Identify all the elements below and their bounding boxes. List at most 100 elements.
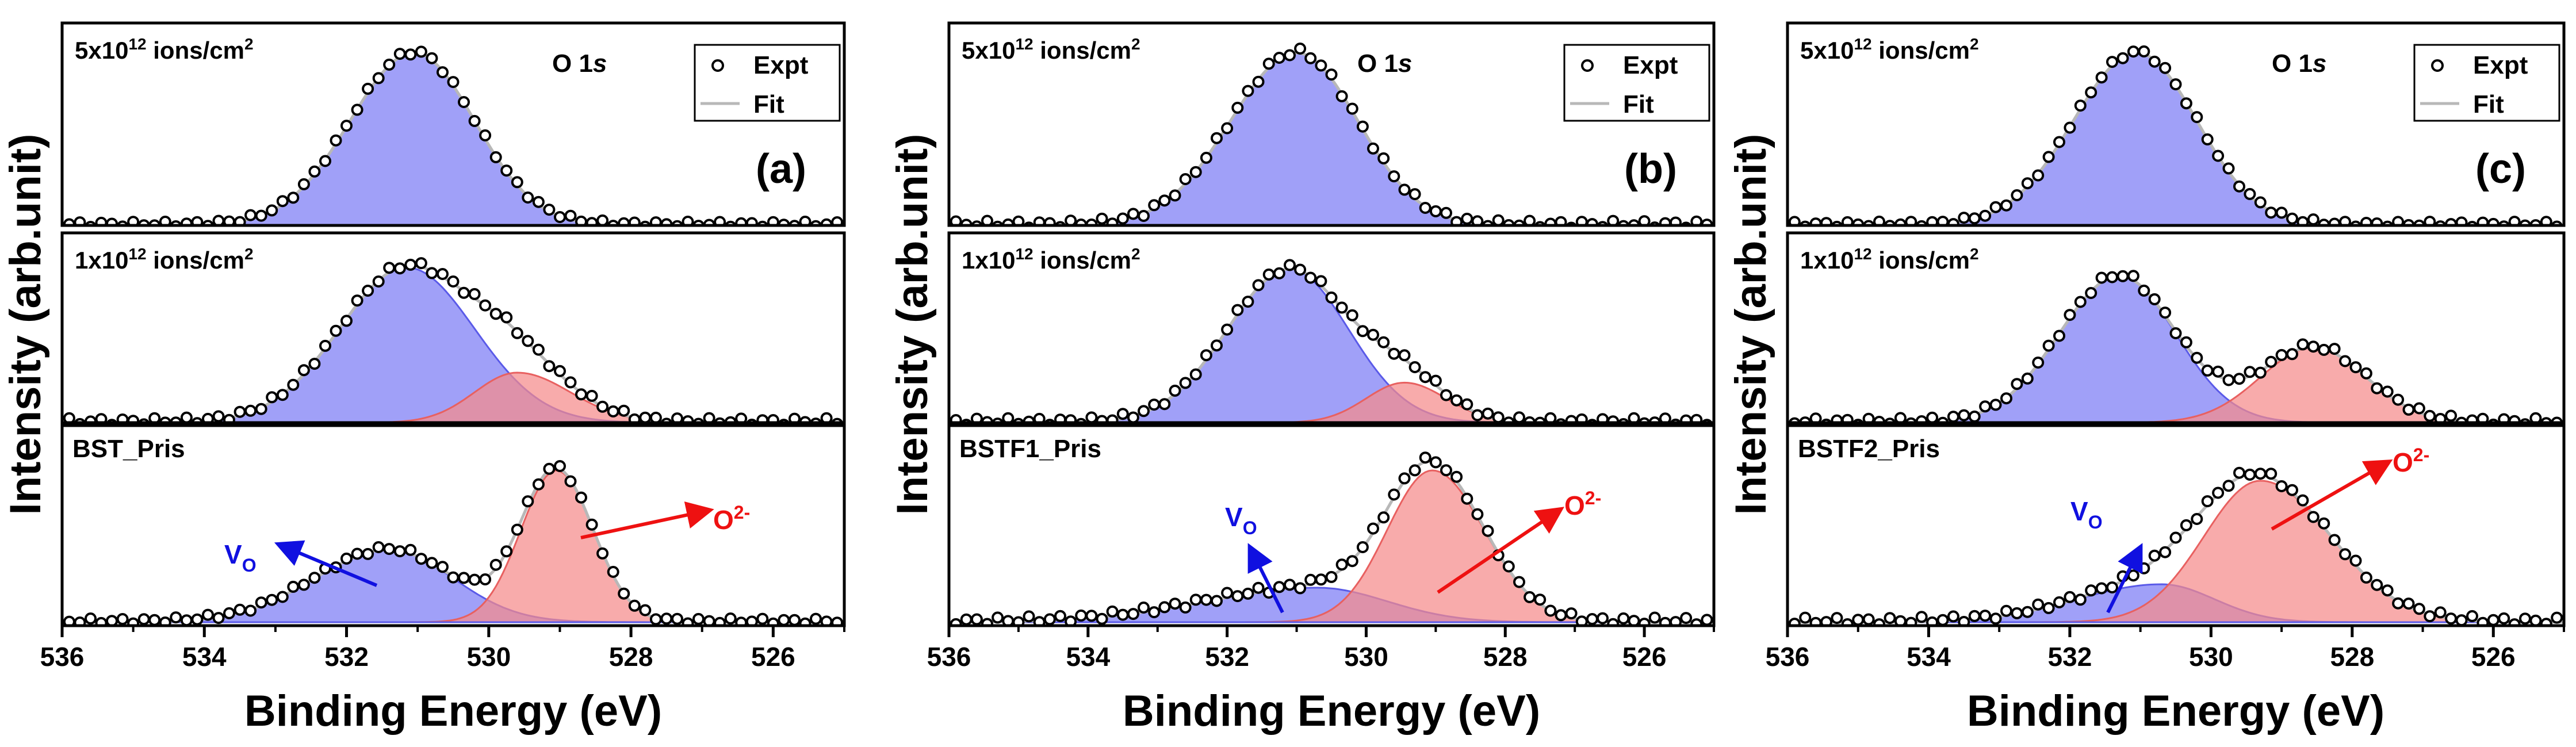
expt-point <box>148 412 161 423</box>
expt-point <box>1398 183 1411 196</box>
expt-point <box>1221 323 1234 336</box>
expt-point <box>2064 591 2076 603</box>
legend-expt-marker <box>2431 59 2444 72</box>
expt-point <box>1471 508 1484 520</box>
expt-point <box>2127 270 2139 282</box>
expt-point <box>511 523 523 536</box>
expt-point <box>1926 411 1939 423</box>
vo-arrow <box>274 540 378 587</box>
expt-point <box>1575 615 1588 626</box>
expt-point <box>543 204 556 216</box>
expt-point <box>372 72 385 85</box>
stack-frame <box>947 21 1716 227</box>
expt-point <box>1461 398 1473 411</box>
expt-point <box>244 404 257 417</box>
x-tick-label: 526 <box>2471 642 2516 672</box>
expt-point <box>2233 466 2245 479</box>
expt-point <box>2381 385 2394 398</box>
expt-point <box>1461 212 1473 225</box>
expt-point <box>1033 412 1046 423</box>
expt-point <box>2286 212 2298 225</box>
expt-point <box>1106 605 1119 618</box>
expt-point <box>1346 309 1358 321</box>
expt-point <box>1356 120 1369 133</box>
expt-point <box>1127 411 1139 423</box>
expt-point <box>554 460 566 472</box>
vo-component-peak <box>1787 275 2564 423</box>
expt-point <box>1169 189 1181 202</box>
expt-point <box>789 614 801 626</box>
expt-point <box>1461 492 1473 505</box>
legend-box <box>694 44 841 122</box>
expt-point <box>960 613 973 626</box>
expt-point <box>1979 209 1992 222</box>
expt-point <box>2371 217 2383 225</box>
expt-point <box>2402 597 2415 610</box>
expt-point <box>1690 413 1703 423</box>
expt-point <box>1429 374 1442 387</box>
legend-expt-label: Expt <box>753 51 809 79</box>
expt-point <box>1116 608 1129 621</box>
expt-point <box>2328 534 2341 546</box>
expt-point <box>2265 355 2278 368</box>
expt-point <box>2011 378 2023 390</box>
expt-point <box>468 114 481 127</box>
expt-point <box>1242 85 1254 97</box>
expt-point <box>1936 614 1949 626</box>
expt-point <box>1356 541 1369 553</box>
expt-point <box>2477 616 2489 626</box>
expt-point <box>2498 612 2510 625</box>
expt-point <box>735 412 748 423</box>
expt-point <box>1968 212 1981 225</box>
spectrum-stack-2: 1x1012 ions/cm2 <box>947 231 1716 424</box>
expt-point <box>2360 367 2372 380</box>
expt-point <box>2529 412 2542 423</box>
expt-point <box>2064 309 2076 321</box>
expt-point <box>2000 604 2012 617</box>
expt-point <box>1419 371 1431 384</box>
expt-point <box>500 311 513 324</box>
expt-point <box>1054 221 1066 225</box>
x-tick-label: 536 <box>1766 642 1810 672</box>
expt-point <box>585 389 598 402</box>
o2-label: O2- <box>2393 445 2429 477</box>
expt-point <box>981 618 993 626</box>
x-tick-label: 530 <box>2189 642 2233 672</box>
expt-point <box>1367 522 1379 535</box>
expt-point <box>447 76 460 89</box>
expt-point <box>1148 606 1161 619</box>
expt-point <box>1211 339 1223 352</box>
expt-point <box>1701 614 1713 626</box>
expt-point <box>2349 554 2362 567</box>
expt-point <box>2148 549 2161 562</box>
expt-point <box>404 48 417 61</box>
spectrum-stack-3: BSTF1_Pris <box>947 424 1716 627</box>
expt-point <box>404 543 417 556</box>
panels-group: 5x1012 ions/cm2 1x1012 ions/cm2 BST_Pris O … <box>1 21 2566 735</box>
expt-point <box>1252 279 1265 292</box>
expt-point <box>1377 511 1390 524</box>
expt-point <box>564 475 577 488</box>
o2-label: O2- <box>1564 488 1601 520</box>
expt-point <box>340 552 353 565</box>
expt-point <box>1231 101 1244 114</box>
expt-point <box>2180 336 2192 348</box>
expt-point <box>607 405 619 417</box>
expt-point <box>2487 217 2500 225</box>
expt-point <box>393 48 406 60</box>
expt-point <box>330 134 342 147</box>
expt-point <box>191 216 204 225</box>
legend-expt-marker <box>1581 59 1594 72</box>
o2-arrow <box>2271 459 2393 531</box>
expt-point <box>1534 593 1547 606</box>
expt-point <box>255 403 267 415</box>
expt-point <box>628 216 641 225</box>
expt-point <box>2138 284 2150 297</box>
xps-panel-b: 5x1012 ions/cm2 1x1012 ions/cm2 BSTF1_Pris… <box>888 21 1716 735</box>
expt-point <box>1096 612 1108 625</box>
expt-point <box>1482 407 1494 420</box>
expt-point <box>1586 613 1598 625</box>
expt-point <box>1284 49 1296 62</box>
x-tick-label: 532 <box>1205 642 1249 672</box>
expt-point <box>2402 403 2415 416</box>
